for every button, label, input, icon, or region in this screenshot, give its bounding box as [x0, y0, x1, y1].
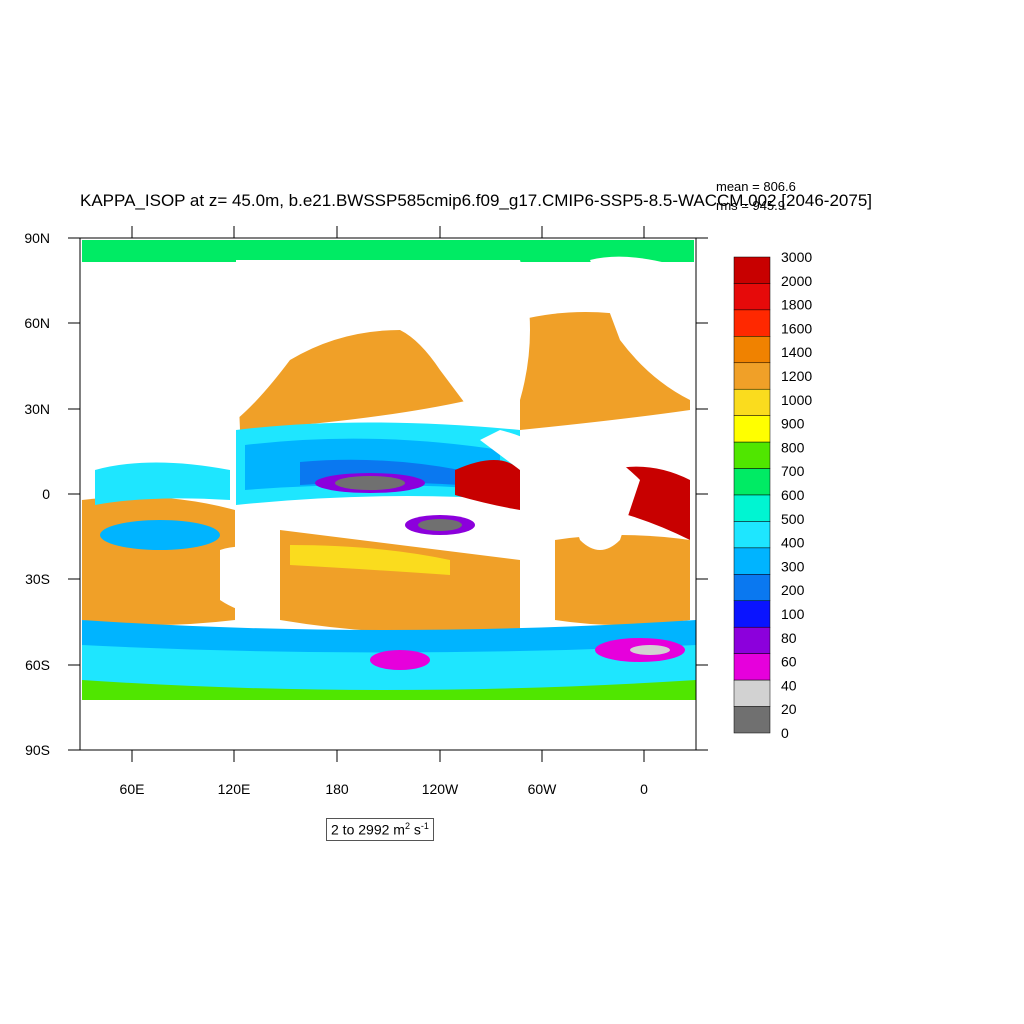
colorbar-label: 20 [781, 701, 797, 717]
colorbar-swatch [733, 256, 771, 284]
colorbar-swatch [733, 706, 771, 734]
x-tick-label: 180 [325, 781, 349, 797]
colorbar-label: 1200 [781, 368, 812, 384]
colorbar-label: 700 [781, 463, 805, 479]
colorbar-swatch [733, 547, 771, 575]
colorbar-swatch [733, 626, 771, 654]
colorbar-label: 400 [781, 535, 805, 551]
y-tick-label: 0 [42, 486, 50, 502]
colorbar-label: 0 [781, 725, 789, 741]
y-tick-label: 60S [25, 657, 50, 673]
colorbar-label: 600 [781, 487, 805, 503]
y-tick-label: 30N [24, 401, 50, 417]
colorbar-label: 1800 [781, 297, 812, 313]
x-tick-label: 60W [528, 781, 558, 797]
y-tick-label: 60N [24, 315, 50, 331]
colorbar-label: 1600 [781, 320, 812, 336]
colorbar-swatch [733, 653, 771, 681]
colorbar-label: 80 [781, 630, 797, 646]
colorbar-swatch [733, 309, 771, 337]
x-tick-label: 120E [218, 781, 251, 797]
colorbar: 3000200018001600140012001000900800700600… [733, 249, 812, 741]
colorbar-label: 1400 [781, 344, 812, 360]
range-exp1: 2 [404, 821, 410, 831]
colorbar-label: 40 [781, 677, 797, 693]
range-mid: s [409, 821, 421, 838]
colorbar-label: 500 [781, 511, 805, 527]
plot-title: KAPPA_ISOP at z= 45.0m, b.e21.BWSSP585cm… [80, 191, 873, 210]
colorbar-label: 900 [781, 416, 805, 432]
colorbar-swatch [733, 600, 771, 628]
colorbar-swatch [733, 521, 771, 549]
colorbar-label: 3000 [781, 249, 812, 265]
colorbar-label: 100 [781, 606, 805, 622]
colorbar-swatch [733, 679, 771, 707]
range-prefix: 2 to 2992 m [331, 821, 405, 838]
range-label: 2 to 2992 m2 s-1 [326, 818, 434, 841]
colorbar-label: 2000 [781, 273, 812, 289]
colorbar-swatch [733, 468, 771, 496]
x-tick-label: 60E [120, 781, 145, 797]
x-tick-label: 0 [640, 781, 648, 797]
map-field [80, 238, 696, 750]
colorbar-label: 1000 [781, 392, 812, 408]
colorbar-swatch [733, 574, 771, 602]
rms-label: rms = 945.9 [716, 198, 786, 213]
colorbar-swatch [733, 283, 771, 311]
colorbar-swatch [733, 441, 771, 469]
colorbar-swatch [733, 388, 771, 416]
colorbar-label: 200 [781, 582, 805, 598]
colorbar-swatch [733, 336, 771, 364]
y-tick-label: 30S [25, 571, 50, 587]
colorbar-swatch [733, 362, 771, 390]
range-exp2: -1 [420, 821, 429, 831]
colorbar-swatch [733, 494, 771, 522]
y-tick-label: 90S [25, 742, 50, 758]
y-tick-label: 90N [24, 230, 50, 246]
mean-label: mean = 806.6 [716, 179, 796, 194]
colorbar-label: 60 [781, 654, 797, 670]
colorbar-label: 300 [781, 558, 805, 574]
x-tick-label: 120W [422, 781, 459, 797]
colorbar-swatch [733, 415, 771, 443]
colorbar-label: 800 [781, 439, 805, 455]
